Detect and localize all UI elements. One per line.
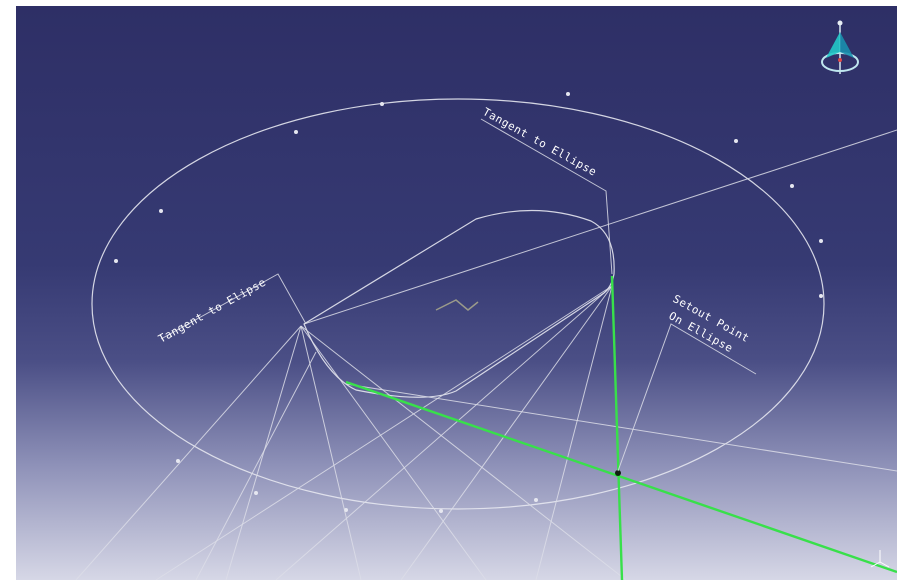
label-tangent-left: Tangent to Elipse [156,276,268,346]
3d-viewport[interactable]: Tangent to Ellipse Tangent to Elipse Set… [16,6,897,580]
setout-point-marker[interactable] [615,470,621,476]
construction-fan-left [75,325,627,580]
construction-line-right[interactable] [345,383,897,472]
outer-ellipse[interactable] [91,98,825,510]
construction-fan-right [155,285,613,580]
highlight-line-vertical[interactable] [610,275,624,580]
leader-tangent-left [160,273,307,340]
construction-line-upper[interactable] [303,129,897,325]
inner-slot-profile[interactable] [303,209,615,398]
axis-triad-icon [870,550,890,568]
leader-setout-point [617,323,757,472]
compass-icon[interactable] [821,20,859,75]
wireframe-scene[interactable]: Tangent to Ellipse Tangent to Elipse Set… [16,6,897,580]
center-mark-icon [435,299,479,311]
highlight-line-diagonal[interactable] [345,380,897,574]
label-tangent-top: Tangent to Ellipse [481,105,599,179]
ellipse-point-markers [114,92,823,513]
leader-tangent-top [480,118,613,275]
